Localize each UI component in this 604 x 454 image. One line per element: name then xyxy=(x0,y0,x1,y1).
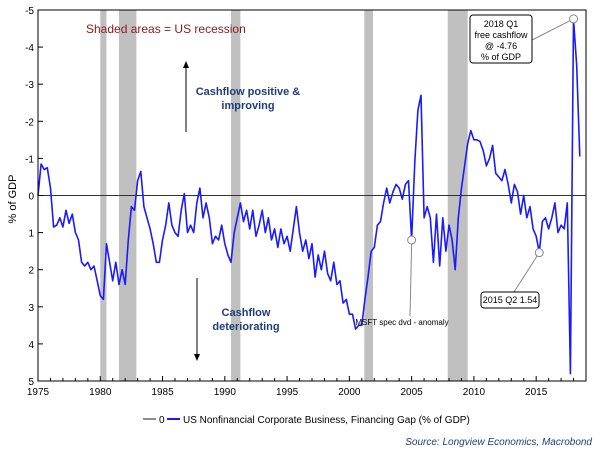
y-axis-ticks: -5 -4 -3 -2 -1 0 1 2 3 4 5 xyxy=(25,6,43,388)
y-tick-label-4: -1 xyxy=(25,154,34,165)
callout-2018-q1-line-1: 2018 Q1 xyxy=(484,19,519,29)
y-tick-label-0: -5 xyxy=(25,6,34,17)
y-tick-label-5: 0 xyxy=(28,192,34,203)
y-tick-label-10: 5 xyxy=(28,377,34,388)
series-line-0 xyxy=(37,18,581,375)
x-tick-label-7: 2010 xyxy=(463,387,486,398)
marker-2015-q2 xyxy=(534,248,544,258)
y-tick-label-7: 2 xyxy=(28,266,34,277)
x-tick-label-0: 1975 xyxy=(27,387,50,398)
x-axis-ticks: 1975 1980 1985 1990 1995 2000 2005 2010 2015 xyxy=(27,376,587,398)
y-tick-label-1: -4 xyxy=(25,43,34,54)
series-layer xyxy=(37,18,581,375)
x-tick-label-2: 1985 xyxy=(151,387,174,398)
x-tick-label-4: 1995 xyxy=(276,387,299,398)
cashflow-negative-label-1: Cashflow xyxy=(222,307,271,319)
x-tick-label-6: 2005 xyxy=(401,387,424,398)
y-tick-label-9: 4 xyxy=(28,340,34,351)
leader-2018-q1 xyxy=(531,20,570,41)
msft-note: MSFT spec dvd - anomaly xyxy=(355,318,448,327)
y-tick-label-8: 3 xyxy=(28,303,34,314)
callout-2018-q1-line-4: % of GDP xyxy=(481,52,521,62)
callout-2018-q1-box xyxy=(469,14,533,64)
leader-2015-q2 xyxy=(513,255,538,293)
legend: 0 US Nonfinancial Corporate Business, Fi… xyxy=(143,415,470,426)
x-tick-label-8: 2015 xyxy=(525,387,548,398)
marker-2018-q1 xyxy=(569,14,579,24)
callout-2018-q1-line-3: @ -4.76 xyxy=(485,41,517,51)
msft-marker xyxy=(407,235,417,245)
down-arrow-head xyxy=(194,354,200,361)
x-tick-label-5: 2000 xyxy=(338,387,361,398)
up-arrow-head xyxy=(183,61,189,68)
y-tick-label-6: 1 xyxy=(28,229,34,240)
legend-zero-label: 0 xyxy=(159,415,165,426)
cashflow-positive-label-2: improving xyxy=(221,100,274,112)
legend-series-label: US Nonfinancial Corporate Business, Fina… xyxy=(183,415,470,426)
msft-leader-line xyxy=(409,244,413,317)
cashflow-positive-label-1: Cashflow positive & xyxy=(196,86,301,98)
x-tick-label-1: 1980 xyxy=(89,387,112,398)
source-note: Source: Longview Economics, Macrobond xyxy=(405,437,592,448)
recession-note: Shaded areas = US recession xyxy=(86,22,246,36)
y-tick-label-2: -3 xyxy=(25,80,34,91)
callout-2018-q1-line-2: free cashflow xyxy=(474,30,528,40)
callout-2015-q2-box xyxy=(480,291,540,309)
y-tick-label-3: -2 xyxy=(25,117,34,128)
callout-2015-q2-text: 2015 Q2 1.54 xyxy=(483,295,538,305)
cashflow-negative-label-2: deteriorating xyxy=(212,321,279,333)
x-tick-label-3: 1990 xyxy=(214,387,237,398)
y-axis-label: % of GDP xyxy=(7,175,19,224)
